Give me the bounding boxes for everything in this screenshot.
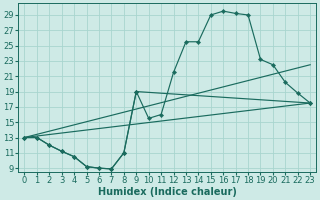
X-axis label: Humidex (Indice chaleur): Humidex (Indice chaleur) bbox=[98, 187, 237, 197]
